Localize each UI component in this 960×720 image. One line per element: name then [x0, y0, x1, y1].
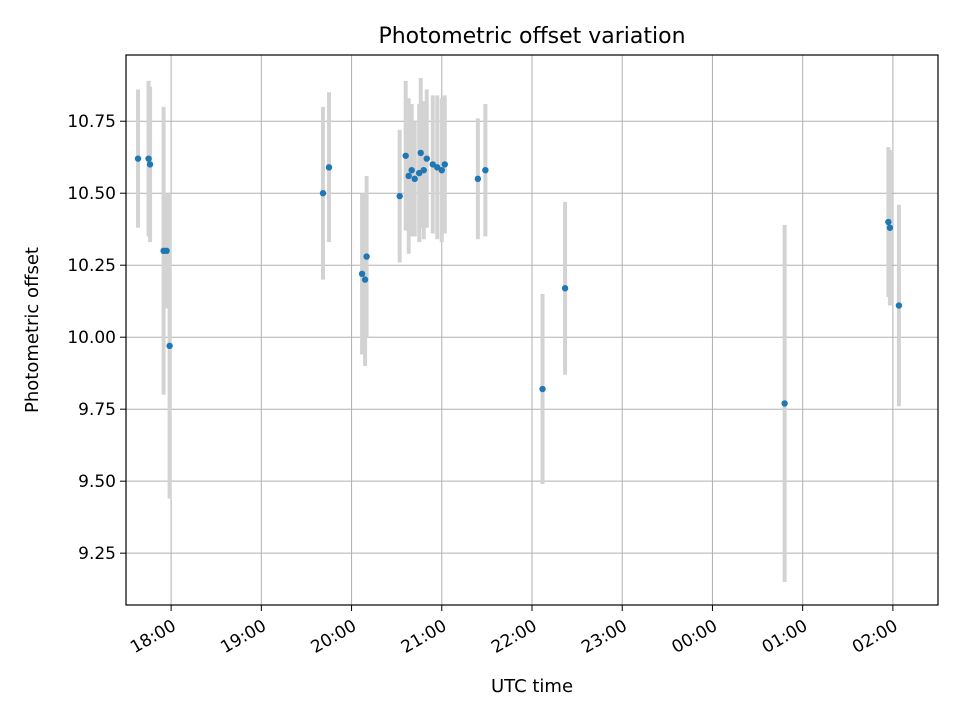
data-point	[482, 166, 489, 174]
data-point	[396, 192, 403, 200]
data-point	[438, 166, 445, 174]
y-axis: 9.25 9.50 9.75 10.00 10.25 10.50 10.75	[67, 112, 126, 564]
data-point	[539, 385, 546, 393]
data-point	[146, 161, 154, 168]
data-point	[895, 302, 903, 309]
data-point	[166, 342, 173, 350]
data-point	[781, 400, 788, 407]
data-point	[358, 270, 366, 278]
data-point	[405, 172, 412, 180]
data-point	[420, 166, 427, 174]
data-point	[408, 166, 415, 174]
data-point	[163, 247, 170, 255]
data-point	[402, 152, 409, 159]
data-point	[561, 285, 569, 292]
x-axis-label: UTC time	[491, 676, 573, 697]
data-points	[134, 149, 903, 407]
grid	[126, 55, 938, 605]
data-point	[134, 155, 142, 162]
data-point	[325, 164, 333, 171]
y-tick-label: 9.25	[78, 544, 116, 564]
data-point	[361, 276, 369, 283]
y-tick-label: 10.25	[67, 256, 116, 276]
y-tick-label: 9.50	[78, 472, 116, 492]
data-point	[145, 155, 152, 162]
data-point	[441, 161, 448, 168]
chart-title: Photometric offset variation	[378, 24, 685, 49]
data-point	[319, 190, 327, 197]
data-point	[885, 218, 892, 226]
y-tick-label: 10.00	[67, 328, 116, 348]
y-tick-label: 10.75	[67, 112, 116, 132]
data-point	[417, 149, 424, 157]
data-point	[474, 175, 482, 183]
y-tick-label: 9.75	[78, 400, 116, 420]
data-point	[363, 253, 370, 260]
data-point	[886, 224, 894, 231]
data-point	[411, 175, 418, 183]
y-tick-label: 10.50	[67, 184, 116, 204]
data-point	[423, 155, 430, 162]
y-axis-label: Photometric offset	[22, 247, 43, 413]
